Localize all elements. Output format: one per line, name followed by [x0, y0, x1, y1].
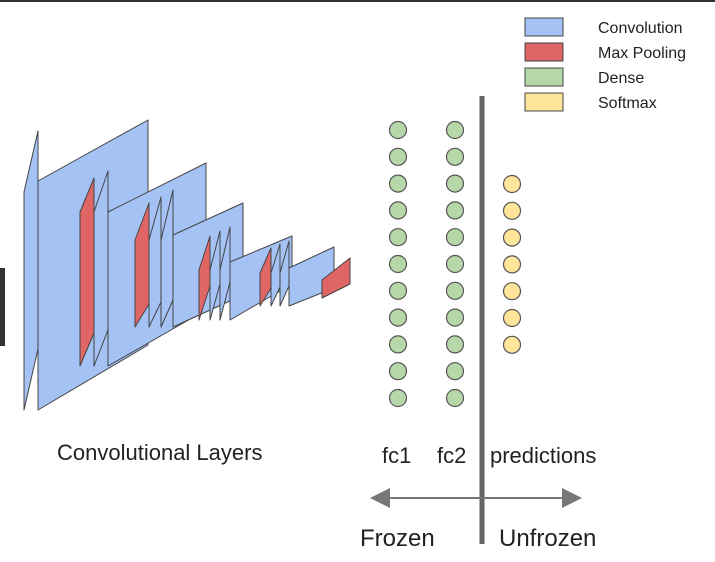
legend-swatch-max-pooling [525, 43, 563, 61]
fc1-neuron-2 [390, 175, 407, 192]
fc1-neuron-5 [390, 256, 407, 273]
fc1-neuron-column [390, 122, 407, 407]
predictions-neuron-0 [504, 176, 521, 193]
fc2-neuron-9 [447, 363, 464, 380]
left-edge-mark [0, 268, 5, 346]
fc2-neuron-1 [447, 148, 464, 165]
legend: Convolution Max Pooling Dense Softmax [525, 18, 686, 112]
fc1-neuron-10 [390, 390, 407, 407]
convolutional-layer-stack [24, 120, 350, 410]
fc2-label: fc2 [437, 443, 466, 468]
legend-label-max-pooling: Max Pooling [598, 45, 686, 62]
predictions-neuron-2 [504, 229, 521, 246]
fc2-neuron-3 [447, 202, 464, 219]
fc1-neuron-3 [390, 202, 407, 219]
legend-swatch-softmax [525, 93, 563, 111]
fc2-neuron-4 [447, 229, 464, 246]
fc1-neuron-1 [390, 148, 407, 165]
predictions-neuron-6 [504, 336, 521, 353]
legend-swatch-convolution [525, 18, 563, 36]
fc2-neuron-5 [447, 256, 464, 273]
predictions-neuron-4 [504, 283, 521, 300]
fc1-neuron-8 [390, 336, 407, 353]
fc1-neuron-0 [390, 122, 407, 139]
legend-label-convolution: Convolution [598, 20, 683, 37]
fc1-neuron-9 [390, 363, 407, 380]
fc1-neuron-6 [390, 282, 407, 299]
fc2-neuron-8 [447, 336, 464, 353]
fc1-neuron-4 [390, 229, 407, 246]
frozen-label: Frozen [360, 525, 435, 552]
max-pooling-plate-2 [80, 178, 94, 366]
fc1-label: fc1 [382, 443, 411, 468]
predictions-label: predictions [490, 443, 596, 468]
fc2-neuron-0 [447, 122, 464, 139]
unfrozen-label: Unfrozen [499, 525, 596, 552]
legend-label-dense: Dense [598, 70, 644, 87]
fc2-neuron-2 [447, 175, 464, 192]
convolution-plate-0 [24, 131, 38, 410]
fc1-neuron-7 [390, 309, 407, 326]
predictions-neuron-1 [504, 202, 521, 219]
fc2-neuron-6 [447, 282, 464, 299]
predictions-neuron-3 [504, 256, 521, 273]
legend-swatch-dense [525, 68, 563, 86]
fc2-neuron-column [447, 122, 464, 407]
fc2-neuron-10 [447, 390, 464, 407]
conv-layers-caption: Convolutional Layers [57, 440, 262, 465]
fc2-neuron-7 [447, 309, 464, 326]
predictions-neuron-column [504, 176, 521, 354]
legend-label-softmax: Softmax [598, 95, 657, 112]
predictions-neuron-5 [504, 310, 521, 327]
